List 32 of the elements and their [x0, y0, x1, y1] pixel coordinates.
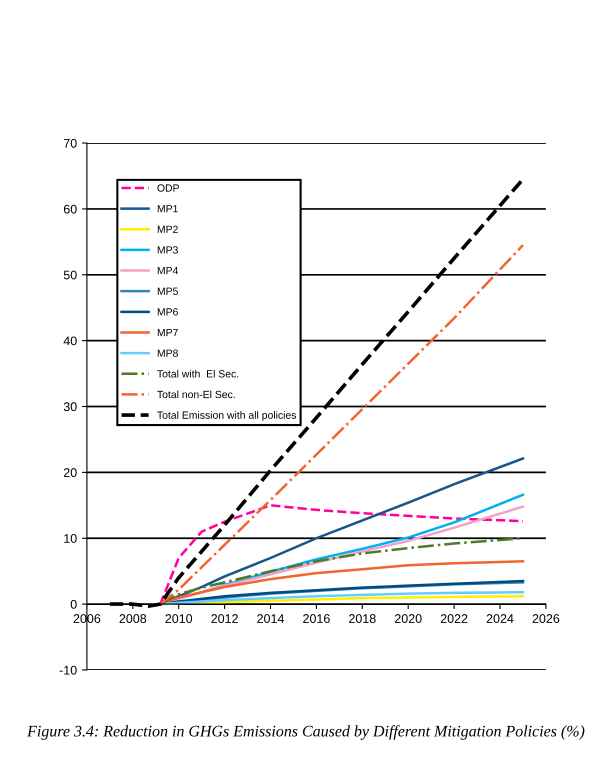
legend-label: MP7	[158, 328, 178, 336]
y-tick-label: 20	[64, 468, 77, 478]
x-tick-label: 2014	[257, 614, 284, 624]
y-tick-label: 0	[70, 600, 77, 609]
y-tick-label: 40	[64, 336, 77, 346]
legend-label: Total non-El Sec.	[157, 390, 235, 398]
x-tick-label: 2018	[349, 614, 376, 624]
caption: Figure 3.4: Reduction in GHGs Emissions Caused by Different Mitigation Policies (%)	[27, 725, 584, 740]
legend-label: MP3	[158, 246, 178, 254]
legend-label: MP6	[158, 308, 178, 316]
legend-label: MP8	[158, 349, 178, 357]
y-tick-label: -10	[60, 666, 77, 675]
x-tick-label: 2024	[486, 614, 514, 624]
x-tick-label: 2020	[394, 614, 422, 624]
x-tick-label: 2022	[440, 614, 468, 624]
legend-label: MP4	[158, 267, 178, 274]
y-tick-label: 10	[64, 534, 77, 543]
legend-label: ODP	[157, 184, 179, 192]
x-tick-label: 2010	[165, 614, 192, 624]
y-tick-label: 60	[64, 204, 77, 214]
y-tick-label: 50	[64, 270, 77, 280]
legend-label: MP2	[158, 226, 178, 233]
x-tick-label: 2008	[120, 614, 146, 624]
y-tick-label: 70	[64, 138, 77, 148]
legend-label: Total with El Sec.	[157, 370, 238, 378]
x-tick-label: 2026	[532, 614, 560, 624]
legend-label: Total Emission with all policies	[157, 411, 296, 421]
x-tick-label: 2016	[303, 614, 330, 624]
legend-label: MP5	[158, 288, 178, 295]
y-tick-label: 30	[64, 402, 77, 412]
legend-label: MP1	[158, 205, 178, 212]
x-tick-label: 2012	[211, 614, 238, 624]
